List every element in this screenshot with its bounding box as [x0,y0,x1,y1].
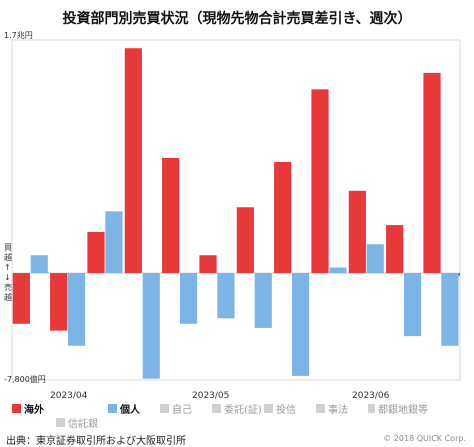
bar-kojin-week-9 [329,267,347,274]
bar-kaigai-week-9 [311,89,329,274]
bar-kaigai-week-1 [12,273,30,324]
y-axis-note-char-5: 売 [4,282,12,292]
legend-swatch-toshin [264,403,273,413]
legend-swatch-kojin [108,403,117,413]
legend-label-kaigai: 海外 [24,404,44,416]
legend-label-shintaku: 信託銀 [68,418,98,430]
legend-item-jiko[interactable]: 自己 [160,401,212,416]
chart-title: 投資部門別売買状況（現物先物合計売買差引き、週次） [62,11,412,27]
x-tick-label-1: 2023/04 [50,391,88,401]
legend-label-itaku: 委託(証) [224,404,262,416]
legend-label-togin: 都銀地銀等 [378,404,428,416]
y-axis-note-char-1: 買 [4,243,12,252]
y-axis-note-char-4: ↓ [4,273,11,282]
bar-kaigai-week-4 [124,48,142,274]
bar-kaigai-week-10 [348,190,366,274]
y-axis-note-char-2: 越 [4,252,12,262]
legend-swatch-jiho [316,403,325,413]
bar-kojin-week-3 [105,211,123,274]
bar-kaigai-week-8 [274,162,292,274]
bar-kojin-week-4 [142,273,160,379]
bar-kaigai-week-2 [50,273,68,331]
bar-kojin-week-11 [404,273,422,337]
y-axis-note-char-6: 越 [4,292,12,302]
legend-item-jiho[interactable]: 事法 [316,401,368,416]
legend-item-itaku[interactable]: 委託(証) [212,401,264,416]
bar-kaigai-week-7 [236,207,254,274]
bar-kojin-week-2 [68,273,86,346]
bar-kaigai-week-6 [199,255,217,274]
legend-swatch-togin [368,403,375,413]
legend-swatch-kaigai [12,403,21,413]
legend-swatch-itaku [212,403,221,413]
bar-kojin-week-12 [441,273,459,346]
legend-swatch-jiko [160,403,169,413]
legend-label-toshin: 投信 [276,404,296,416]
legend-item-kojin[interactable]: 個人 [108,401,160,416]
source-note: 出典：東京証券取引所および大阪取引所 [6,436,186,447]
legend-label-kojin: 個人 [120,404,140,416]
bar-kojin-week-5 [180,273,198,324]
legend-item-toshin[interactable]: 投信 [264,401,316,416]
legend-item-togin[interactable]: 都銀地銀等 [368,401,428,416]
bar-kaigai-week-11 [386,225,404,274]
chart-legend: 海外 個人 自己 委託(証) 投信 事法 都銀地銀等 信託銀 [12,401,472,430]
x-tick-label-3: 2023/06 [352,391,390,401]
y-axis-note-char-3: ↑ [4,263,11,272]
x-tick-label-2: 2023/05 [192,391,229,401]
bar-kojin-week-8 [292,273,310,376]
bar-kaigai-week-5 [162,157,180,274]
copyright-note: © 2018 QUICK Corp. [383,434,466,443]
y-axis-bottom-label: -7,800億円 [4,374,46,384]
y-axis-top-label: 1.7兆円 [4,30,33,40]
legend-item-kaigai[interactable]: 海外 [12,401,64,416]
legend-label-jiho: 事法 [328,404,348,416]
bar-kaigai-week-3 [87,231,105,274]
bar-kojin-week-10 [366,244,384,274]
bar-kojin-week-7 [254,273,272,328]
bar-kojin-week-1 [30,255,48,274]
legend-label-jiko: 自己 [172,404,192,416]
legend-swatch-shintaku [56,417,65,427]
bar-kojin-week-6 [217,273,235,319]
legend-item-shintaku[interactable]: 信託銀 [56,415,108,430]
bar-kaigai-week-12 [423,72,441,274]
